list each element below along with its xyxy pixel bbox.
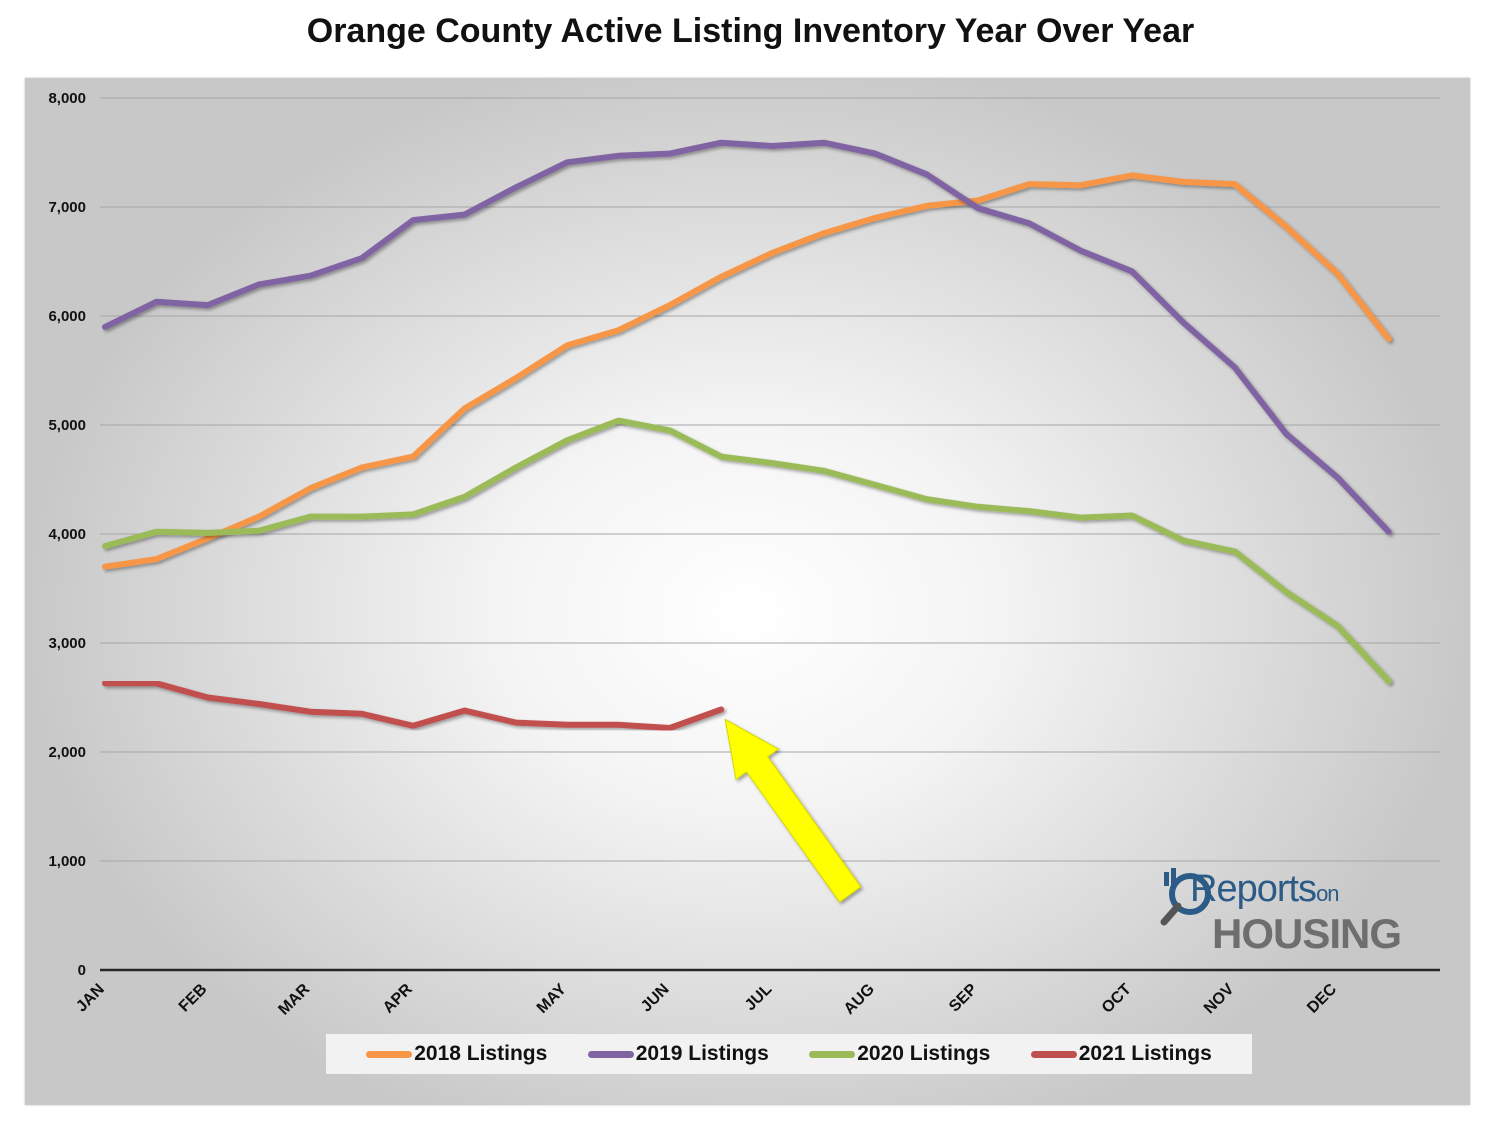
series-line-0 <box>102 172 1392 570</box>
x-tick-label: NOV <box>1201 981 1238 1018</box>
y-tick-label: 6,000 <box>48 308 86 325</box>
legend-label-2020: 2020 Listings <box>857 1042 991 1065</box>
legend-swatch-2021 <box>1030 1050 1077 1058</box>
legend-label-2021: 2021 Listings <box>1078 1042 1212 1065</box>
legend-label-2018: 2018 Listings <box>414 1042 548 1065</box>
legend-swatch-2019 <box>587 1050 634 1058</box>
x-tick-label: JAN <box>73 981 108 1016</box>
x-tick-label: SEP <box>946 981 981 1016</box>
gridlines <box>100 97 1440 862</box>
logo-on-text: on <box>1316 881 1340 906</box>
logo-reports-text: Reportson <box>1190 868 1340 910</box>
x-tick-label: APR <box>380 980 416 1016</box>
logo-mark-icon <box>1160 868 1211 926</box>
logo-housing-text: HOUSING <box>1212 910 1402 957</box>
reports-on-housing-logo: Reportson HOUSING <box>1160 866 1420 962</box>
series-line-1 <box>102 139 1392 535</box>
y-tick-label: 5,000 <box>48 417 86 434</box>
y-tick-label: 0 <box>78 962 86 979</box>
x-tick-label: OCT <box>1099 981 1135 1017</box>
x-tick-label: MAR <box>275 980 313 1018</box>
legend-swatch-2020 <box>809 1050 856 1058</box>
x-tick-label: AUG <box>841 981 878 1018</box>
series-line-2 <box>102 417 1392 685</box>
y-tick-label: 2,000 <box>48 744 86 761</box>
series-lines <box>102 139 1392 731</box>
y-tick-label: 4,000 <box>48 526 86 543</box>
legend-item-2020: 2020 Listings <box>809 1042 990 1066</box>
legend-label-2019: 2019 Listings <box>635 1042 769 1065</box>
legend: 2018 Listings 2019 Listings 2020 Listing… <box>326 1034 1252 1074</box>
legend-item-2018: 2018 Listings <box>366 1042 547 1066</box>
plot-area <box>25 78 1470 1105</box>
x-tick-label: JUL <box>742 981 776 1015</box>
series-line-3 <box>102 680 725 731</box>
legend-item-2019: 2019 Listings <box>587 1042 769 1066</box>
y-tick-label: 3,000 <box>48 635 86 652</box>
chart-title: Orange County Active Listing Inventory Y… <box>306 12 1195 50</box>
y-tick-label: 1,000 <box>48 853 86 870</box>
y-axis: 0 1,000 2,000 3,000 4,000 5,000 6,000 7,000 8,00… <box>48 90 1440 979</box>
annotation-layer <box>724 718 862 903</box>
x-tick-label: MAY <box>534 981 570 1017</box>
legend-swatch-2018 <box>366 1050 413 1058</box>
x-tick-label: DEC <box>1304 980 1340 1016</box>
y-tick-label: 7,000 <box>48 199 86 216</box>
legend-item-2021: 2021 Listings <box>1030 1042 1212 1066</box>
x-tick-label: JUN <box>638 981 673 1016</box>
x-tick-label: FEB <box>176 981 211 1016</box>
y-tick-label: 8,000 <box>48 90 86 107</box>
annotation-arrow <box>724 718 862 903</box>
x-axis: JAN FEB MAR APR MAY JUN JUL AUG SEP OCT NOV DEC <box>73 980 1340 1018</box>
